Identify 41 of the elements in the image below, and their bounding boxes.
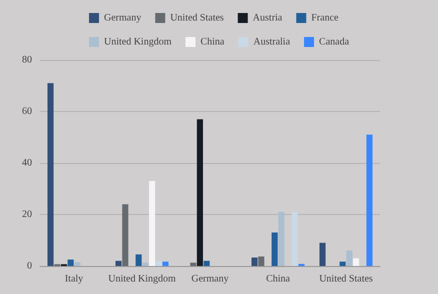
bar bbox=[190, 262, 196, 266]
bar bbox=[278, 212, 284, 266]
x-tick-label: United Kingdom bbox=[108, 274, 176, 284]
bar bbox=[115, 260, 122, 266]
y-tick-label: 80 bbox=[22, 54, 32, 66]
x-tick-label: Italy bbox=[64, 274, 84, 284]
legend-label: Germany bbox=[104, 12, 142, 24]
legend-label: China bbox=[200, 36, 225, 48]
bar bbox=[74, 262, 80, 266]
bar bbox=[340, 262, 346, 266]
legend-label: Australia bbox=[253, 36, 291, 48]
bar bbox=[47, 83, 54, 266]
y-tick-label: 40 bbox=[22, 158, 32, 168]
legend-label: France bbox=[311, 12, 340, 24]
y-tick-label: 0 bbox=[27, 260, 32, 272]
bar bbox=[366, 134, 373, 266]
bar bbox=[272, 232, 278, 266]
bar bbox=[122, 204, 128, 266]
y-tick-label: 60 bbox=[22, 106, 32, 117]
y-tick-label: 20 bbox=[22, 209, 32, 220]
bar bbox=[258, 256, 264, 266]
bar bbox=[142, 262, 148, 266]
bar bbox=[251, 258, 258, 266]
bar bbox=[136, 254, 142, 266]
legend-label: Austria bbox=[252, 12, 283, 24]
bar bbox=[204, 260, 210, 266]
x-tick-label: United States bbox=[319, 274, 373, 284]
bar bbox=[292, 212, 298, 266]
legend-label: United Kingdom bbox=[104, 36, 172, 48]
x-tick-label: Germany bbox=[191, 274, 229, 284]
bar bbox=[149, 181, 156, 266]
bar bbox=[162, 262, 169, 266]
legend-label: United States bbox=[170, 12, 224, 24]
x-tick-label: China bbox=[266, 274, 291, 284]
bar bbox=[68, 260, 74, 266]
bar bbox=[319, 242, 326, 266]
bar bbox=[156, 260, 162, 266]
bar bbox=[353, 258, 360, 266]
bar bbox=[346, 250, 352, 266]
bar bbox=[196, 119, 203, 266]
legend-label: Canada bbox=[319, 36, 350, 48]
